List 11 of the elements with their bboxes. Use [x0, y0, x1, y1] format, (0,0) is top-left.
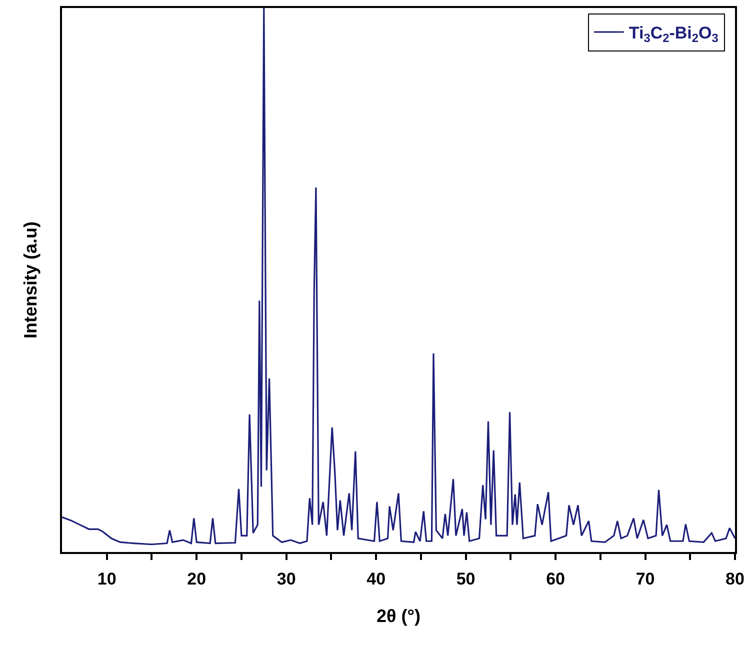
x-tick-label: 10 [97, 569, 116, 588]
x-tick-label: 80 [726, 569, 744, 588]
x-tick-label: 30 [276, 569, 296, 588]
x-tick-label: 20 [187, 569, 206, 588]
x-tick-label: 70 [636, 569, 655, 588]
x-axis-title: 2θ (°) [376, 606, 420, 626]
x-tick-label: 40 [366, 569, 386, 588]
x-tick-label: 60 [546, 569, 565, 588]
y-axis-title: Intensity (a.u) [20, 221, 41, 339]
x-tick-label: 50 [456, 569, 476, 588]
legend-label: Ti$_{3}$C$_{2}$-Bi$_{2}$O$_{3}$ [628, 24, 719, 46]
